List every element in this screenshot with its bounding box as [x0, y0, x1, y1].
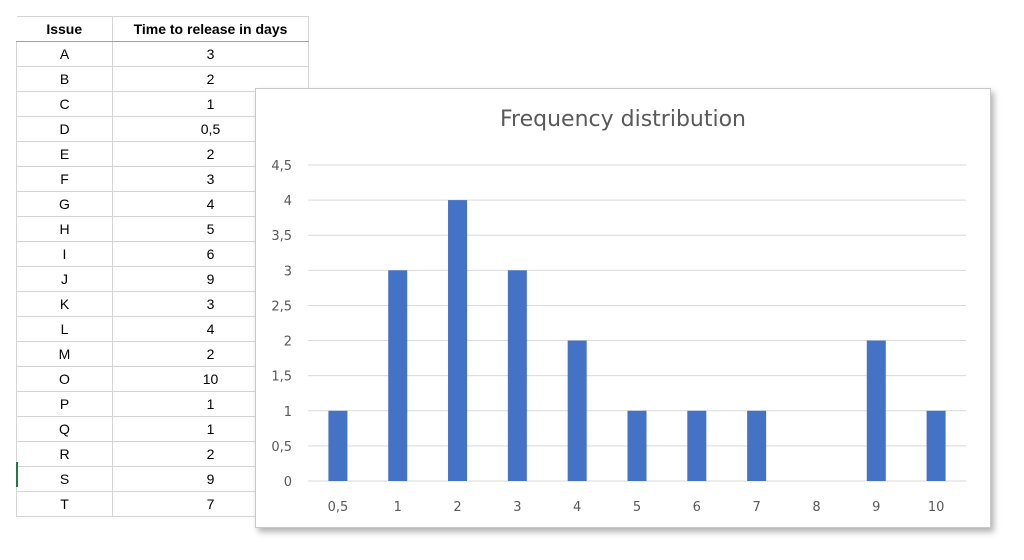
bar-5[interactable]	[627, 410, 647, 481]
issue-cell[interactable]: B	[16, 66, 113, 92]
issue-cell[interactable]: O	[16, 366, 113, 392]
issue-cell[interactable]: P	[16, 391, 113, 417]
x-tick-label: 0,5	[328, 500, 349, 515]
issue-cell[interactable]: L	[16, 316, 113, 342]
time-cell[interactable]: 3	[112, 41, 309, 67]
x-tick-label: 3	[513, 500, 521, 515]
issue-cell[interactable]: R	[16, 441, 113, 467]
bar-7[interactable]	[747, 410, 767, 481]
column-header-time[interactable]: Time to release in days	[112, 16, 309, 42]
x-tick-label: 9	[872, 500, 880, 515]
issue-cell[interactable]: I	[16, 241, 113, 267]
bar-9[interactable]	[866, 340, 886, 481]
x-tick-label: 8	[812, 500, 820, 515]
row-selection-marker	[16, 462, 18, 487]
y-tick-label: 2	[284, 335, 292, 350]
x-tick-label: 10	[928, 500, 945, 515]
issue-cell[interactable]: C	[16, 91, 113, 117]
x-tick-label: 6	[693, 500, 701, 515]
issue-cell[interactable]: M	[16, 341, 113, 367]
chart-panel[interactable]: 0 0,5 1 1,5 2 2,5 3 3,5 4 4,5 0,5 1 2 3 4 5 6 7 8 9 10 Frequ…	[255, 88, 991, 528]
x-tick-label: 7	[752, 500, 760, 515]
y-tick-label: 3	[284, 264, 292, 279]
x-tick-label: 1	[394, 500, 402, 515]
y-tick-label: 1,5	[271, 370, 292, 385]
issue-cell[interactable]: G	[16, 191, 113, 217]
column-header-issue[interactable]: Issue	[16, 16, 113, 42]
chart-title: Frequency distribution	[499, 107, 747, 132]
bar-2[interactable]	[448, 200, 468, 481]
y-tick-label: 0,5	[271, 440, 292, 455]
bar-0-5[interactable]	[328, 410, 348, 481]
issue-cell[interactable]: D	[16, 116, 113, 142]
bar-1[interactable]	[388, 270, 408, 481]
issue-cell[interactable]: E	[16, 141, 113, 167]
x-tick-label: 5	[633, 500, 641, 515]
x-tick-label: 4	[573, 500, 581, 515]
bar-chart: 0 0,5 1 1,5 2 2,5 3 3,5 4 4,5 0,5 1 2 3 4 5 6 7 8 9 10	[271, 159, 966, 515]
issue-cell[interactable]: K	[16, 291, 113, 317]
issue-cell[interactable]: Q	[16, 416, 113, 442]
y-tick-label: 3,5	[271, 229, 292, 244]
y-tick-label: 4	[284, 194, 292, 209]
y-tick-label: 1	[284, 405, 292, 420]
issue-cell[interactable]: A	[16, 41, 113, 67]
issue-cell[interactable]: H	[16, 216, 113, 242]
issue-cell[interactable]: F	[16, 166, 113, 192]
y-tick-label: 0	[284, 475, 292, 490]
y-tick-label: 2,5	[271, 299, 292, 314]
time-cell[interactable]: 2	[112, 66, 309, 92]
issue-cell[interactable]: S	[16, 466, 113, 492]
issue-cell[interactable]: T	[16, 491, 113, 517]
bar-3[interactable]	[507, 270, 527, 481]
x-tick-label: 2	[453, 500, 461, 515]
header-row: Issue Time to release in days	[16, 16, 309, 42]
bar-4[interactable]	[567, 340, 587, 481]
y-tick-label: 4,5	[271, 159, 292, 174]
bar-6[interactable]	[687, 410, 707, 481]
issue-cell[interactable]: J	[16, 266, 113, 292]
bar-10[interactable]	[926, 410, 946, 481]
